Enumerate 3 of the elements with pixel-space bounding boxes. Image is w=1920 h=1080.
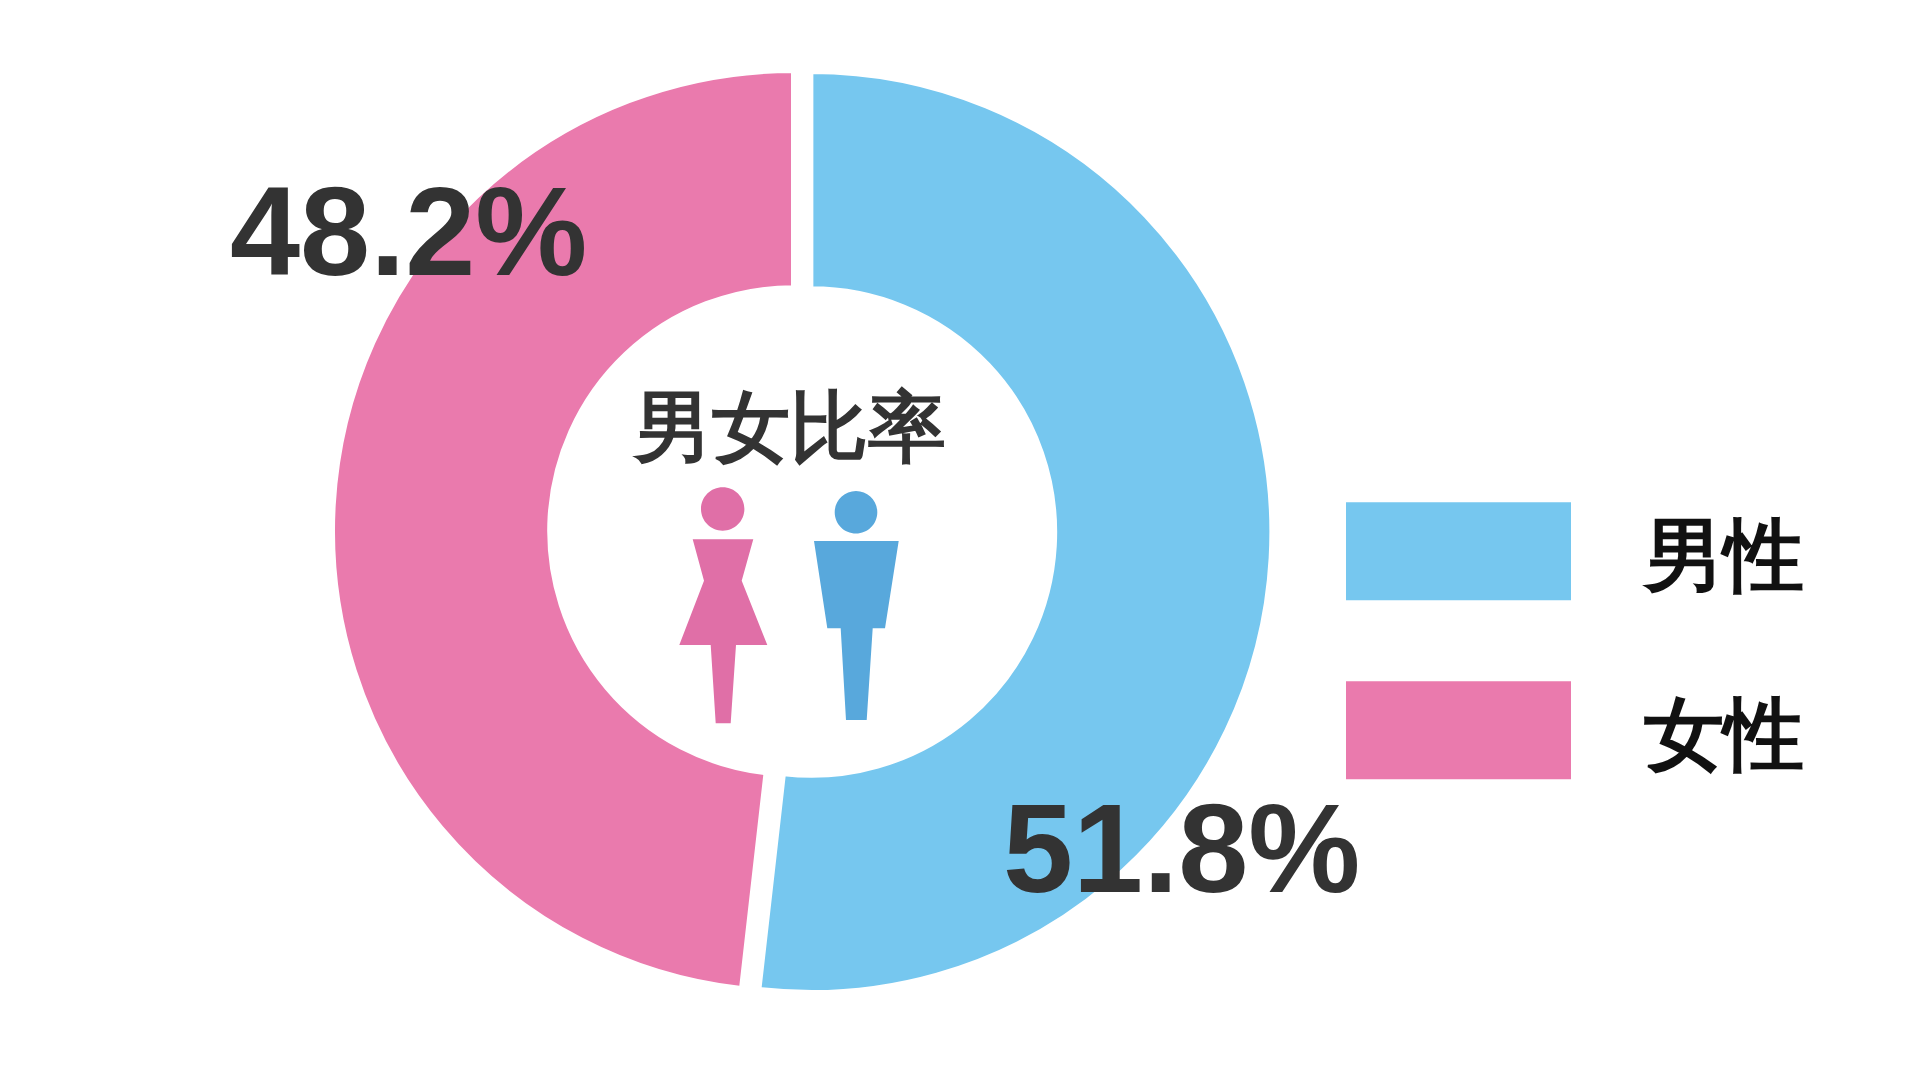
legend-label: 男性 [1642, 508, 1804, 602]
text: 男女比率 [632, 382, 946, 472]
legend-label: 女性 [1644, 687, 1804, 781]
